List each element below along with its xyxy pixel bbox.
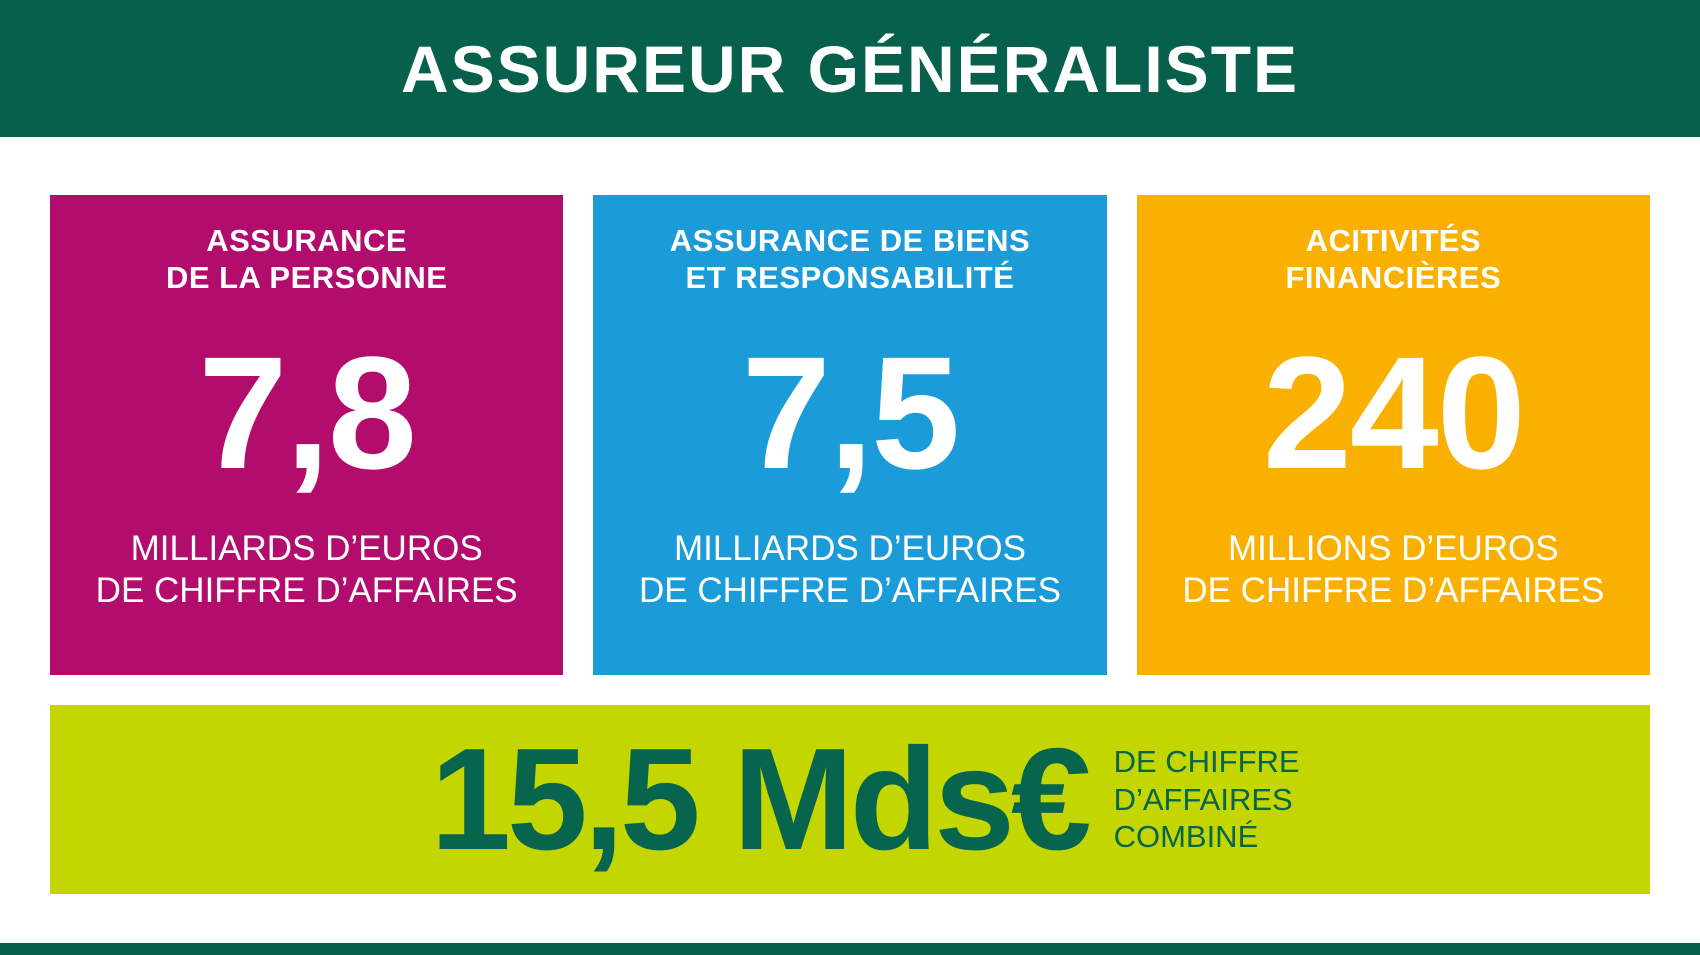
total-caption-line: COMBINÉ	[1113, 819, 1259, 855]
card-title-line: ASSURANCE	[206, 223, 408, 258]
card-value: 7,5	[741, 323, 960, 502]
footer-bar	[0, 943, 1700, 955]
card-assurance-biens-responsabilite: ASSURANCE DE BIENS ET RESPONSABILITÉ 7,5…	[593, 195, 1107, 675]
card-value: 7,8	[198, 323, 416, 502]
card-title-line: FINANCIÈRES	[1285, 259, 1502, 295]
card-title-line: DE LA PERSONNE	[165, 259, 448, 295]
total-banner: 15,5 Mds€ DE CHIFFRE D’AFFAIRES COMBINÉ	[50, 705, 1650, 894]
card-title: ASSURANCE DE LA PERSONNE	[50, 223, 563, 296]
card-caption: MILLIARDS D’EUROS DE CHIFFRE D’AFFAIRES	[50, 528, 563, 613]
card-caption: MILLIONS D’EUROS DE CHIFFRE D’AFFAIRES	[1137, 528, 1650, 613]
card-title-line: ACITIVITÉS	[1305, 223, 1482, 258]
page-title: ASSUREUR GÉNÉRALISTE	[400, 31, 1300, 106]
total-caption-line: D’AFFAIRES	[1113, 781, 1293, 817]
header-band: ASSUREUR GÉNÉRALISTE	[0, 0, 1700, 137]
card-value: 240	[1262, 323, 1526, 502]
card-caption-line: DE CHIFFRE D’AFFAIRES	[1182, 571, 1605, 611]
card-title: ASSURANCE DE BIENS ET RESPONSABILITÉ	[593, 223, 1106, 296]
card-caption-line: MILLIARDS D’EUROS	[673, 528, 1026, 568]
total-banner-content: 15,5 Mds€ DE CHIFFRE D’AFFAIRES COMBINÉ	[400, 727, 1299, 872]
total-value: 15,5 Mds€	[430, 718, 1091, 880]
total-caption: DE CHIFFRE D’AFFAIRES COMBINÉ	[1114, 743, 1300, 856]
card-caption-line: MILLIONS D’EUROS	[1228, 528, 1559, 568]
card-activites-financieres: ACITIVITÉS FINANCIÈRES 240 MILLIONS D’EU…	[1136, 195, 1650, 675]
card-caption-line: DE CHIFFRE D’AFFAIRES	[639, 571, 1061, 611]
card-title-line: ASSURANCE DE BIENS	[669, 223, 1031, 258]
total-caption-line: DE CHIFFRE	[1113, 743, 1300, 779]
card-title: ACITIVITÉS FINANCIÈRES	[1137, 223, 1650, 296]
card-caption-line: DE CHIFFRE D’AFFAIRES	[95, 571, 518, 611]
card-assurance-personne: ASSURANCE DE LA PERSONNE 7,8 MILLIARDS D…	[50, 195, 564, 675]
card-title-line: ET RESPONSABILITÉ	[685, 259, 1015, 295]
stat-cards-row: ASSURANCE DE LA PERSONNE 7,8 MILLIARDS D…	[50, 195, 1650, 675]
card-caption: MILLIARDS D’EUROS DE CHIFFRE D’AFFAIRES	[593, 528, 1106, 613]
card-caption-line: MILLIARDS D’EUROS	[130, 528, 483, 568]
